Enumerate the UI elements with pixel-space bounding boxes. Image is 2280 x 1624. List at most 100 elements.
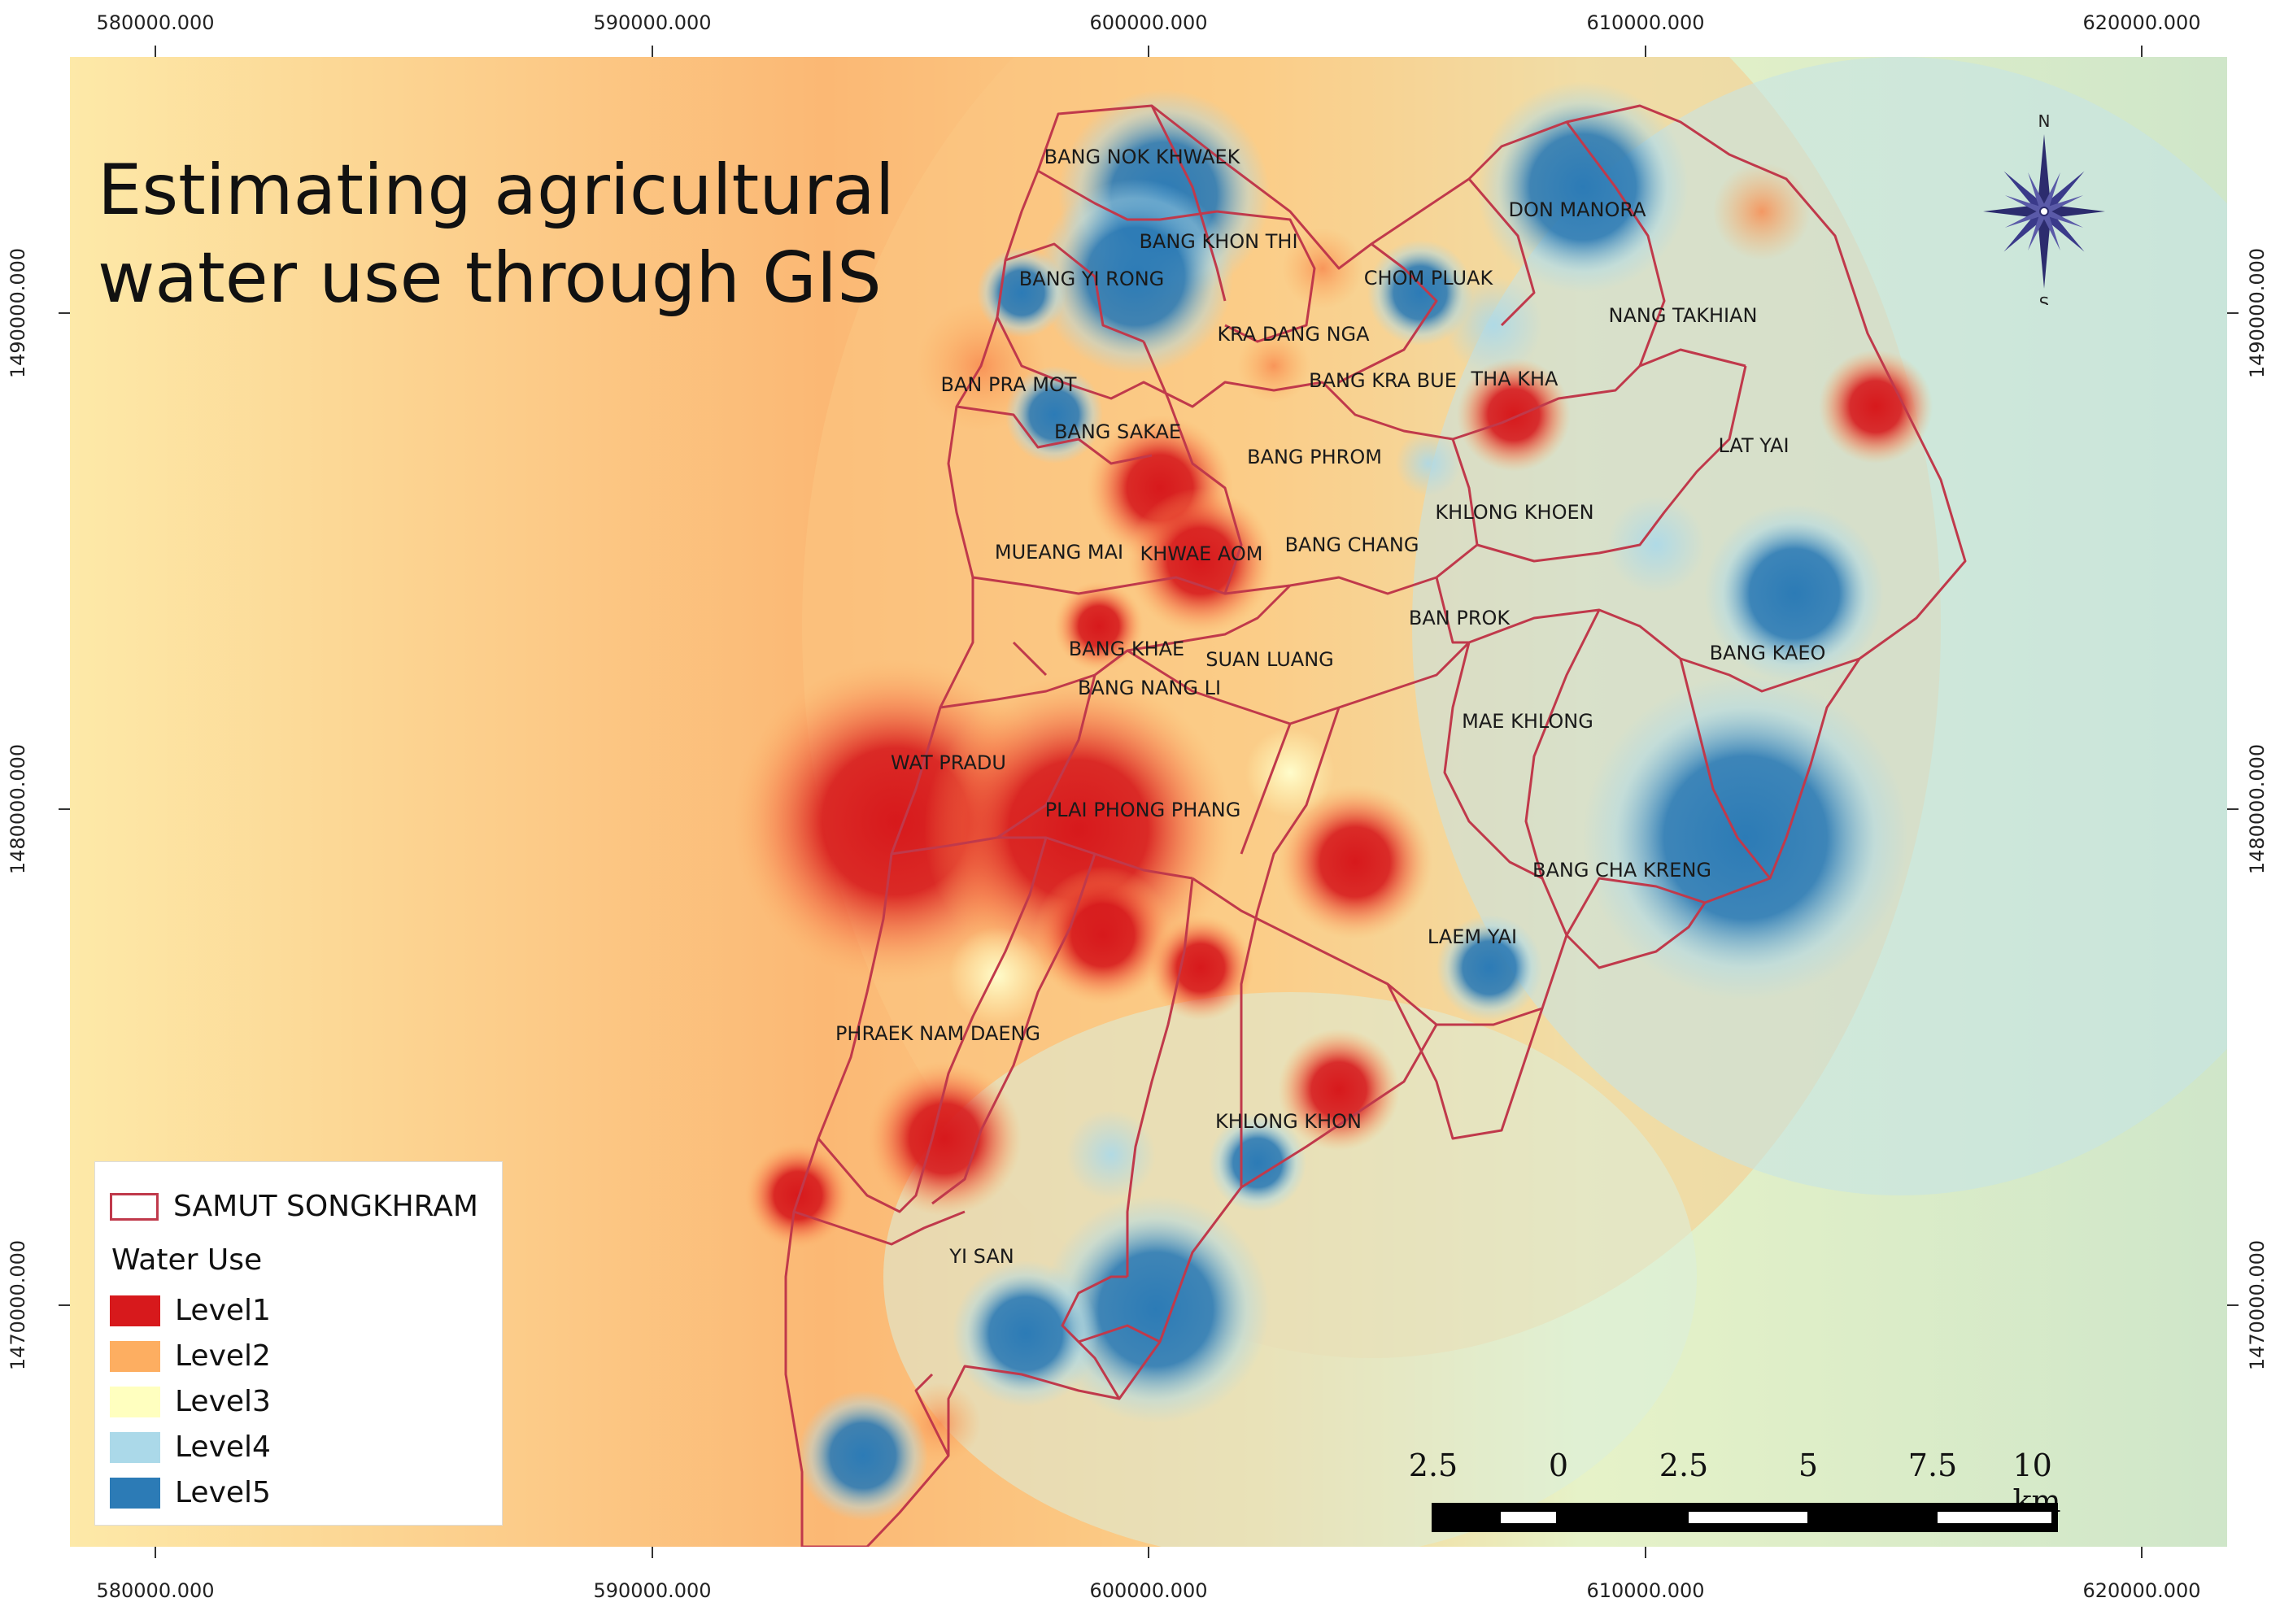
place-label-lat-yai: LAT YAI xyxy=(1718,434,1790,457)
hotspot-level2 xyxy=(1282,228,1363,309)
district-line xyxy=(1338,242,1438,384)
map-title-line: water use through GIS xyxy=(98,237,882,319)
district-line xyxy=(1044,674,1096,806)
place-label-mae-khlong: MAE KHLONG xyxy=(1462,710,1593,733)
scale-label: 7.5 xyxy=(1907,1448,1958,1483)
district-line xyxy=(1467,178,1536,327)
district-line xyxy=(996,803,1047,839)
hotspot-level5 xyxy=(1038,179,1233,374)
hotspot-level1 xyxy=(1127,488,1274,634)
grid-tick xyxy=(59,808,70,810)
district-line xyxy=(1078,1324,1161,1343)
place-label-plai-phong-phang: PLAI PHONG PHANG xyxy=(1044,799,1241,821)
district-line xyxy=(996,316,1323,408)
legend-label-level4: Level4 xyxy=(175,1430,271,1464)
x-coord-label-top: 600000.000 xyxy=(1089,11,1208,34)
hotspot-level2 xyxy=(1713,163,1811,260)
x-coord-label-top: 580000.000 xyxy=(96,11,215,34)
place-label-don-manora: DON MANORA xyxy=(1508,198,1646,221)
compass-rose-icon: N S W E xyxy=(1959,110,2126,313)
place-label-chom-pluak: CHOM PLUAK xyxy=(1363,267,1493,290)
hotspot-level4 xyxy=(1445,276,1542,374)
district-line xyxy=(1443,642,1543,880)
grid-tick xyxy=(652,46,653,57)
district-line xyxy=(1005,242,1144,343)
place-label-nang-takhian: NANG TAKHIAN xyxy=(1608,304,1758,327)
hotspot-level2 xyxy=(1237,329,1310,403)
place-label-bang-nang-li: BANG NANG LI xyxy=(1077,677,1222,699)
y-coord-label-right: 1480000.000 xyxy=(2246,743,2269,875)
grid-tick xyxy=(155,46,156,57)
x-coord-label-bottom: 620000.000 xyxy=(2082,1579,2201,1602)
district-line xyxy=(1037,169,1218,221)
legend-row-level1: Level1 xyxy=(110,1294,271,1327)
district-line xyxy=(817,837,1048,1213)
place-label-bang-kaeo: BANG KAEO xyxy=(1709,642,1826,664)
place-label-bang-khae: BANG KHAE xyxy=(1068,638,1185,660)
legend-row-level3: Level3 xyxy=(110,1385,271,1418)
hotspot-level3 xyxy=(1245,728,1335,817)
legend-swatch-level1 xyxy=(110,1295,160,1326)
district-line xyxy=(793,1210,966,1246)
hotspot-level5 xyxy=(977,248,1066,337)
legend-row-level2: Level2 xyxy=(110,1339,271,1373)
district-line xyxy=(1192,877,1437,1026)
hotspot-level1 xyxy=(867,1061,1022,1216)
place-label-yi-san: YI SAN xyxy=(949,1245,1014,1268)
place-label-bang-khon-thi: BANG KHON THI xyxy=(1139,230,1298,253)
scale-label: 0 xyxy=(1548,1448,1569,1483)
place-label-khwae-aom: KHWAE AOM xyxy=(1140,542,1263,565)
hotspot-level5 xyxy=(1705,504,1884,683)
place-label-tha-kha: THA KHA xyxy=(1471,368,1559,390)
x-coord-label-bottom: 580000.000 xyxy=(96,1579,215,1602)
heatmap-canvas xyxy=(70,57,2227,1547)
legend-label-level5: Level5 xyxy=(175,1476,271,1509)
district-line xyxy=(1565,902,1707,969)
district-line xyxy=(1451,365,1747,563)
map-legend: SAMUT SONGKHRAM Water Use Level1 Level2 … xyxy=(94,1161,503,1526)
district-line xyxy=(931,853,1096,1205)
map-title: Estimating agricultural water use throug… xyxy=(98,146,895,322)
hotspot-level1 xyxy=(1034,866,1172,1004)
hotspot-level1 xyxy=(1054,581,1144,671)
grid-tick xyxy=(1645,46,1646,57)
place-label-bang-phrom: BANG PHROM xyxy=(1247,446,1382,468)
scale-bar: 2.5 0 2.5 5 7.5 10 km xyxy=(1407,1448,2074,1537)
x-coord-label-top: 590000.000 xyxy=(593,11,712,34)
grid-tick xyxy=(1645,1547,1646,1558)
grid-tick xyxy=(1148,1547,1149,1558)
hotspot-level5 xyxy=(798,1391,928,1521)
district-line xyxy=(1524,609,1601,936)
legend-boundary-label: SAMUT SONGKHRAM xyxy=(173,1190,478,1223)
district-line xyxy=(956,405,1153,465)
district-line xyxy=(972,543,1478,595)
hotspot-level5 xyxy=(1436,915,1542,1021)
hotspot-level5 xyxy=(1477,81,1689,293)
x-coord-label-bottom: 590000.000 xyxy=(593,1579,712,1602)
grid-tick xyxy=(1148,46,1149,57)
x-coord-label-top: 620000.000 xyxy=(2082,11,2201,34)
scale-bar-graphic xyxy=(1432,1503,2058,1532)
legend-swatch-level2 xyxy=(110,1340,160,1372)
hotspot-level4 xyxy=(1066,1110,1156,1199)
hotspot-level4 xyxy=(1396,431,1461,496)
place-label-mueang-mai: MUEANG MAI xyxy=(994,541,1124,564)
place-label-kra-dang-nga: KRA DANG NGA xyxy=(1217,323,1370,346)
scale-label: 2.5 xyxy=(1408,1448,1458,1483)
legend-row-boundary: SAMUT SONGKHRAM xyxy=(110,1190,478,1223)
legend-swatch-level4 xyxy=(110,1431,160,1463)
y-coord-label-left: 1490000.000 xyxy=(7,247,29,379)
legend-row-level4: Level4 xyxy=(110,1430,271,1464)
compass-n: N xyxy=(2038,111,2051,131)
province-outline xyxy=(784,104,1967,1547)
grid-tick xyxy=(2227,312,2239,314)
hotspot-level1 xyxy=(1148,915,1253,1021)
grid-tick xyxy=(2227,1304,2239,1306)
place-label-bang-sakae: BANG SAKAE xyxy=(1053,420,1182,443)
district-line xyxy=(1061,1275,1127,1400)
hotspot-level5 xyxy=(1209,1114,1306,1212)
place-label-bang-yi-rong: BANG YI RONG xyxy=(1018,268,1165,290)
compass-s: S xyxy=(2039,294,2050,305)
place-label-suan-luang: SUAN LUANG xyxy=(1205,648,1334,671)
